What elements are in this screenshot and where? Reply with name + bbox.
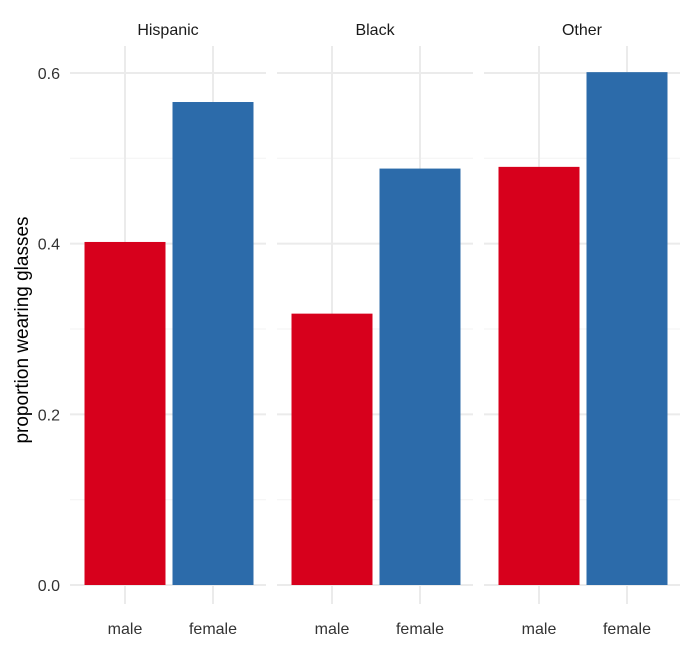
bar-black-male — [291, 313, 373, 585]
x-tick-label: female — [189, 621, 237, 638]
bar-other-male — [498, 166, 580, 585]
x-tick-label: male — [108, 621, 143, 638]
x-tick-label: male — [315, 621, 350, 638]
facet-label-hispanic: Hispanic — [137, 22, 198, 39]
x-tick-label: female — [396, 621, 444, 638]
y-tick-label: 0.6 — [38, 66, 60, 83]
bar-hispanic-female — [172, 102, 254, 585]
y-tick-label: 0.2 — [38, 407, 60, 424]
y-tick-label: 0.4 — [38, 237, 60, 254]
y-axis-label: proportion wearing glasses — [12, 216, 33, 443]
y-tick-label: 0.0 — [38, 578, 60, 595]
facet-label-other: Other — [562, 22, 603, 39]
bar-other-female — [586, 72, 668, 585]
x-tick-label: male — [522, 621, 557, 638]
x-tick-label: female — [603, 621, 651, 638]
facet-label-black: Black — [355, 22, 395, 39]
bar-hispanic-male — [84, 241, 166, 585]
bar-black-female — [379, 168, 461, 585]
